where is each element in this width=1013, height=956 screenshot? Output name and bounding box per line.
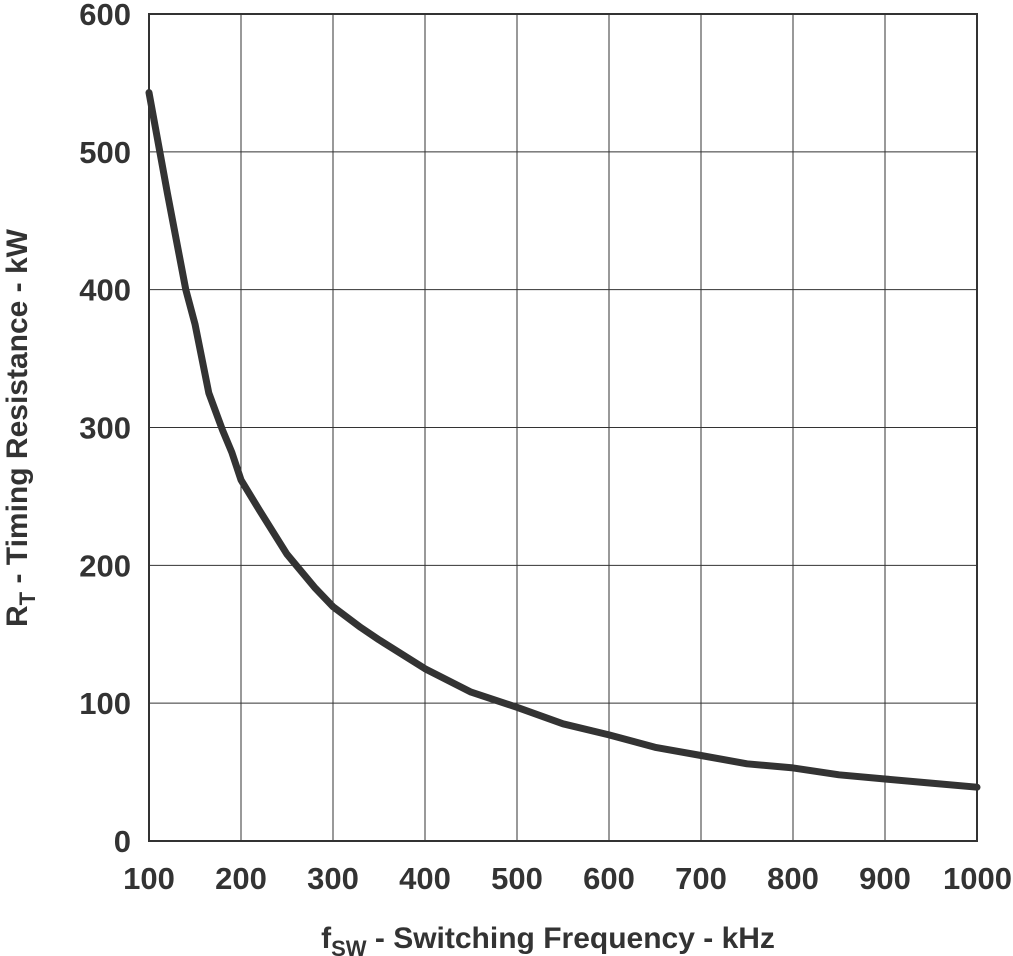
x-tick-label-700: 700 <box>675 861 727 896</box>
x-axis-label: fSW - Switching Frequency - kHz <box>321 922 775 956</box>
y-tick-label-400: 400 <box>79 273 131 308</box>
y-tick-label-300: 300 <box>79 411 131 446</box>
y-tick-label-200: 200 <box>79 548 131 583</box>
x-axis-label-rest: - Switching Frequency - kHz <box>367 922 775 955</box>
y-tick-label-500: 500 <box>79 135 131 170</box>
x-tick-label-800: 800 <box>767 861 819 896</box>
y-axis-label-sub: T <box>15 591 40 605</box>
x-tick-label-100: 100 <box>123 861 175 896</box>
y-tick-labels: 0 100 200 300 400 500 600 <box>79 0 131 859</box>
series-line-timing-resistance <box>145 89 981 791</box>
x-tick-label-300: 300 <box>307 861 359 896</box>
grid-lines <box>148 13 978 842</box>
x-tick-label-500: 500 <box>491 861 543 896</box>
x-tick-label-400: 400 <box>399 861 451 896</box>
x-tick-labels: 100 200 300 400 500 600 700 800 900 1000 <box>123 861 1012 896</box>
y-tick-label-100: 100 <box>79 686 131 721</box>
x-tick-label-600: 600 <box>583 861 635 896</box>
x-tick-label-900: 900 <box>859 861 911 896</box>
x-axis-label-sub: SW <box>331 936 367 956</box>
y-axis-label-main: R <box>1 605 34 627</box>
y-axis-label: RT - Timing Resistance - kW <box>1 228 40 627</box>
y-tick-label-600: 600 <box>79 0 131 32</box>
x-tick-label-200: 200 <box>215 861 267 896</box>
plot-frame <box>148 13 978 842</box>
x-axis-label-main: f <box>321 922 332 955</box>
y-axis-label-rest: - Timing Resistance - kW <box>1 228 34 592</box>
x-tick-label-1000: 1000 <box>943 861 1012 896</box>
y-tick-label-0: 0 <box>114 824 131 859</box>
